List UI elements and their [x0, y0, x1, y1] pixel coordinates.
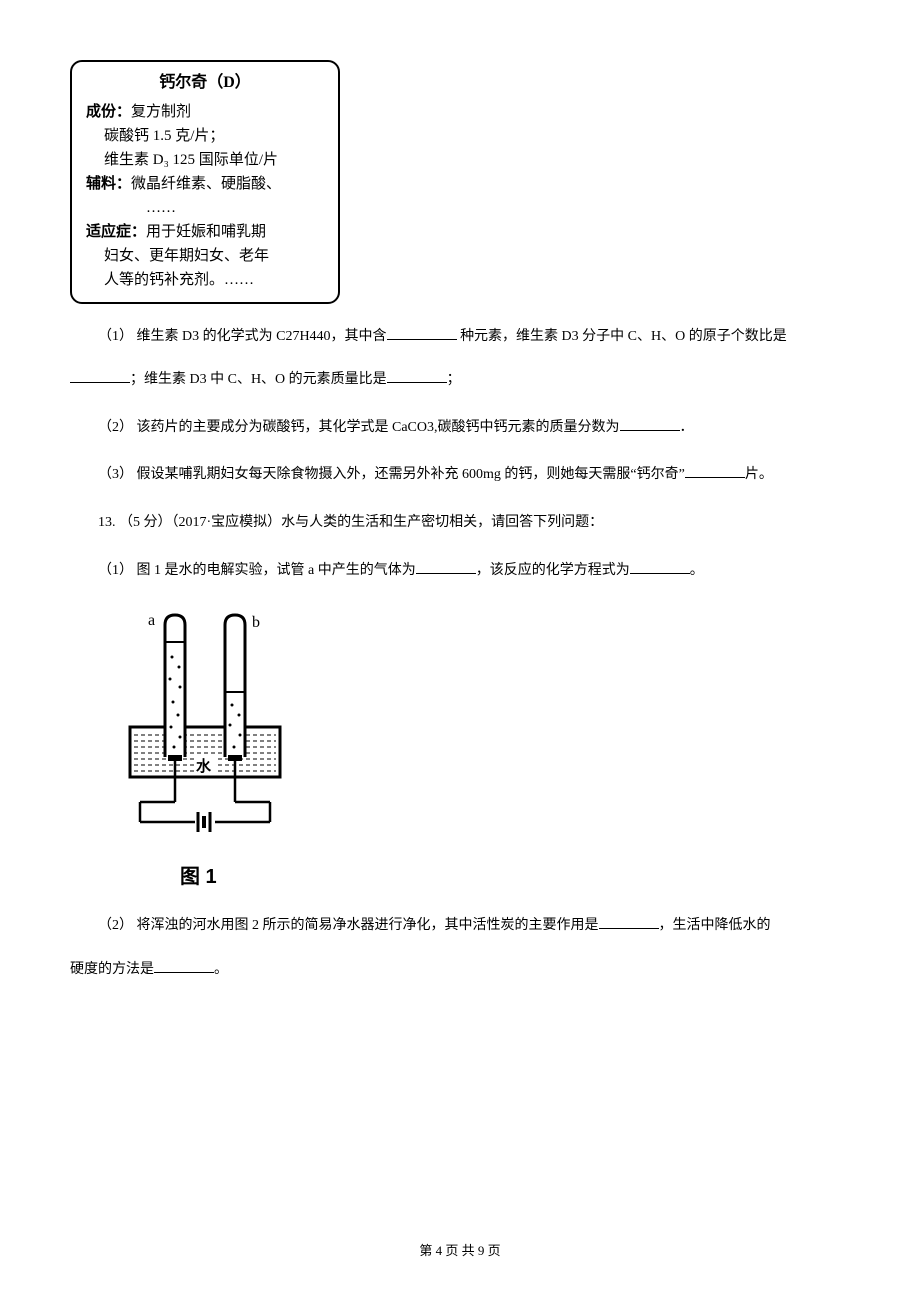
q3-suffix: 片。: [745, 467, 773, 482]
tube-a-label: a: [148, 612, 155, 629]
page-footer: 第 4 页 共 9 页: [0, 1239, 920, 1262]
question-1: （1） 维生素 D3 的化学式为 C27H440，其中含 种元素，维生素 D3 …: [70, 320, 850, 354]
excipient-value: 微晶纤维素、硬脂酸、: [131, 176, 281, 192]
composition-row: 成份：复方制剂: [86, 100, 324, 124]
composition-value: 复方制剂: [131, 104, 191, 120]
question-13-2-line2: 硬度的方法是 。: [70, 953, 850, 987]
box-title: 钙尔奇（D）: [86, 70, 324, 96]
indication-line3: 人等的钙补充剂。……: [86, 268, 324, 292]
composition-label: 成份：: [86, 104, 131, 120]
composition-line2: 维生素 D₃ 125 国际单位/片: [86, 148, 324, 172]
q1-blank3: [387, 369, 447, 383]
q13-2-prefix: （2） 将浑浊的河水用图 2 所示的简易净水器进行净化，其中活性炭的主要作用是: [98, 918, 599, 933]
q2-blank: [620, 417, 680, 431]
q13-2-suffix: 。: [214, 962, 228, 977]
page-number: 第 4 页 共 9 页: [419, 1243, 500, 1258]
q13-1-suffix: 。: [690, 563, 704, 578]
question-13-1: （1） 图 1 是水的电解实验，试管 a 中产生的气体为 ，该反应的化学方程式为 。: [70, 554, 850, 588]
q1-mid1: 种元素，维生素 D3 分子中 C、H、O 的原子个数比是: [457, 329, 787, 344]
q1-blank1: [387, 326, 457, 340]
indication-row: 适应症：用于妊娠和哺乳期: [86, 220, 324, 244]
question-13-header: 13. （5 分）（2017·宝应模拟）水与人类的生活和生产密切相关，请回答下列…: [70, 506, 850, 540]
q13-2-mid: ，生活中降低水的: [659, 918, 771, 933]
medicine-info-box: 钙尔奇（D） 成份：复方制剂 碳酸钙 1.5 克/片； 维生素 D₃ 125 国…: [70, 60, 340, 304]
question-1-line2: ；维生素 D3 中 C、H、O 的元素质量比是 ；: [70, 363, 850, 397]
composition-line1: 碳酸钙 1.5 克/片；: [86, 124, 324, 148]
q13-2-line2-prefix: 硬度的方法是: [70, 962, 154, 977]
q13-1-mid: ，该反应的化学方程式为: [476, 563, 630, 578]
q13-text: 13. （5 分）（2017·宝应模拟）水与人类的生活和生产密切相关，请回答下列…: [98, 515, 603, 530]
electrolysis-diagram: a b 水: [110, 607, 300, 837]
q13-1-blank2: [630, 560, 690, 574]
q3-prefix: （3） 假设某哺乳期妇女每天除食物摄入外，还需另外补充 600mg 的钙，则她每…: [98, 467, 685, 482]
q2-prefix: （2） 该药片的主要成分为碳酸钙，其化学式是 CaCO3,碳酸钙中钙元素的质量分…: [98, 420, 620, 435]
q13-2-blank2: [154, 959, 214, 973]
excipient-row: 辅料：微晶纤维素、硬脂酸、: [86, 172, 324, 196]
question-3: （3） 假设某哺乳期妇女每天除食物摄入外，还需另外补充 600mg 的钙，则她每…: [70, 458, 850, 492]
indication-line2: 妇女、更年期妇女、老年: [86, 244, 324, 268]
question-13-2: （2） 将浑浊的河水用图 2 所示的简易净水器进行净化，其中活性炭的主要作用是 ，…: [70, 909, 850, 943]
q1-blank2: [70, 369, 130, 383]
q2-suffix: ．: [680, 420, 694, 435]
q1-line2-prefix: ；维生素 D3 中 C、H、O 的元素质量比是: [130, 372, 387, 387]
excipient-ellipsis: ……: [86, 196, 324, 220]
q13-1-prefix: （1） 图 1 是水的电解实验，试管 a 中产生的气体为: [98, 563, 416, 578]
indication-label: 适应症：: [86, 224, 146, 240]
q13-1-blank1: [416, 560, 476, 574]
tube-b-label: b: [252, 614, 260, 631]
excipient-label: 辅料：: [86, 176, 131, 192]
q13-2-blank1: [599, 915, 659, 929]
figure-1-container: a b 水: [110, 607, 850, 895]
q1-suffix: ；: [447, 372, 461, 387]
figure-1-label: 图 1: [180, 859, 850, 895]
q3-blank: [685, 464, 745, 478]
question-2: （2） 该药片的主要成分为碳酸钙，其化学式是 CaCO3,碳酸钙中钙元素的质量分…: [70, 411, 850, 445]
water-label: 水: [196, 757, 212, 775]
q1-prefix: （1） 维生素 D3 的化学式为 C27H440，其中含: [98, 329, 387, 344]
indication-value: 用于妊娠和哺乳期: [146, 224, 266, 240]
circuit: [140, 802, 270, 832]
